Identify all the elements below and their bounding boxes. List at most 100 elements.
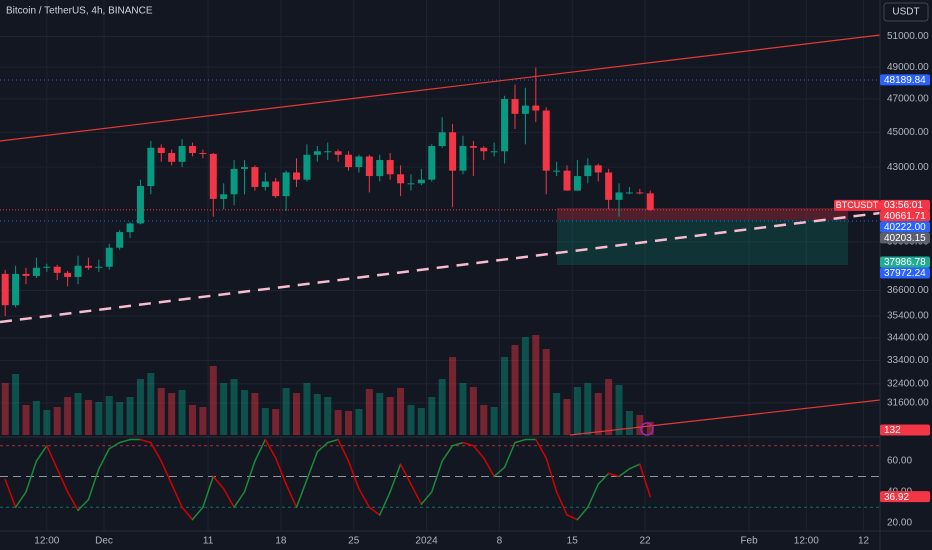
candle-body [240,167,248,169]
oscillator-tag-bg [880,491,930,503]
volume-pane [1,335,654,435]
candle-body [313,151,321,155]
candle-body [594,165,602,173]
oscillator-pane [0,438,880,521]
target-zone [557,220,848,265]
volume-bar [168,393,176,435]
candle-body [646,193,654,210]
price-tag-bg [880,74,930,86]
volume-bar [240,390,248,435]
volume-bar [22,405,30,435]
oscillator-line [566,514,579,521]
oscillator-line [472,444,485,459]
oscillator-line [25,460,38,493]
currency[interactable]: USDT [892,7,919,18]
oscillator-line [607,472,620,478]
symbol-tag-bg [834,199,880,211]
volume-bar [646,421,654,435]
volume-bar [293,393,301,435]
volume-bar [272,409,280,435]
oscillator-line [4,478,17,509]
volume-bar [324,397,332,435]
volume-bar [199,407,207,435]
volume-tag-bg [880,424,930,436]
volume-bar [490,407,498,435]
candle-body [209,153,217,199]
candle-body [53,266,61,273]
volume-bar [84,400,92,435]
oscillator-line [535,438,547,459]
volume-bar [573,387,581,435]
candle-body [584,165,592,177]
price-tag-bg [880,232,930,244]
oscillator-line [587,483,599,509]
oscillator-line [108,441,121,450]
x-tick-label: 11 [203,536,214,547]
volume-bar [355,409,363,435]
candle-body [43,266,51,268]
oscillator-line [56,468,69,493]
candle-body [188,146,196,154]
last-price-tag-bg [880,210,930,222]
oscillator-tag: 36.92 [884,492,909,503]
x-tick-label: Feb [740,536,758,547]
candle-body [563,170,571,191]
candle-body [84,265,92,268]
oscillator-line [503,441,516,469]
candle-body [636,192,644,194]
volume-bar [532,335,540,435]
oscillator-line [181,506,194,521]
oscillator-line [358,488,371,509]
oscillator-line [295,478,308,509]
oscillator-line [202,475,215,509]
candle-body [95,266,103,268]
volume-bar [428,397,436,435]
price-tag: 48189.84 [884,75,926,86]
volume-bar [407,405,415,435]
x-tick-label: 8 [497,536,503,547]
grid [0,0,880,531]
oscillator-line [191,506,204,521]
volume-bar [116,402,124,435]
volume-bar [303,383,311,435]
volume-bar [209,366,217,435]
candle-body [147,147,155,187]
candle-body [553,170,561,172]
candle-body [116,232,124,248]
price-tag: 37972.24 [884,268,926,279]
x-tick-label: 12 [858,536,870,547]
oscillator-line [493,466,506,478]
candle-body [324,151,332,153]
candle-body [178,146,186,162]
volume-bar [74,393,82,435]
volume-bar [511,345,519,435]
candle-body [511,99,519,114]
candle-body [105,247,113,267]
y-tick-label: 32400.00 [887,378,929,389]
candle-body [230,168,238,195]
volume-bar [188,405,196,435]
candle-body [199,153,207,155]
axes: 12:00 Dec 11 18 25 2024 8 15 22 Feb 12:00 12 51000.0… [34,31,930,547]
candle-body [355,156,363,168]
candle-body [365,156,373,177]
candle-body [417,179,425,184]
candle-body [32,267,40,276]
y-tick-label: 45000.00 [887,127,929,138]
oscillator-line [639,463,651,498]
candle-body [157,147,165,154]
trend-line [0,211,881,324]
volume-bar [220,383,228,435]
volume-bar [282,388,290,435]
candle-body [303,154,311,180]
x-tick-label: 12:00 [794,536,819,547]
candle-body [501,99,509,152]
y-tick-label: 47000.00 [887,94,929,105]
oscillator-tick-label: 20.00 [887,517,912,528]
oscillator-line [420,491,433,505]
oscillator-line [483,457,495,478]
currency-box[interactable] [883,2,929,22]
y-tick-label: 49000.00 [887,62,929,73]
alert-icon[interactable] [640,422,654,436]
